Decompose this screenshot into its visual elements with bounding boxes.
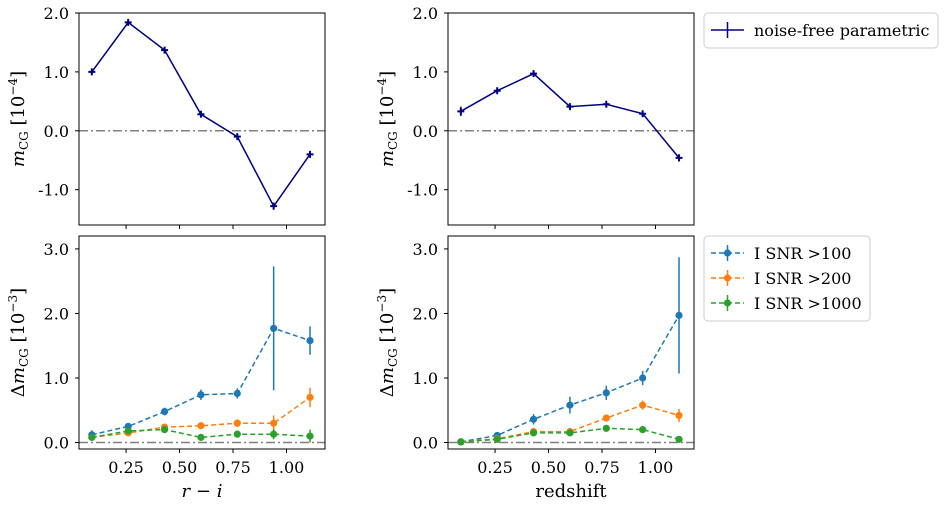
panel-bottom-left: 0.25 0.50 0.75 1.00 0.0 1.0 2.0 3.0 ΔmCG [10−3] r… xyxy=(6,235,326,502)
x-tick-label: 0.50 xyxy=(162,458,198,477)
axes-frame xyxy=(447,12,695,226)
data-point xyxy=(197,391,205,399)
legend-label: I SNR >100 xyxy=(754,244,851,263)
data-point xyxy=(270,419,278,427)
panel-top-left: -1.0 0.0 1.0 2.0 mCG [10−4] xyxy=(6,4,326,229)
x-tick-label: 0.75 xyxy=(215,458,251,477)
data-point xyxy=(160,407,169,416)
legend-bottom: I SNR >100 I SNR >200 I SNR >1000 xyxy=(703,235,871,322)
data-point xyxy=(602,389,610,397)
axes-frame xyxy=(447,235,695,450)
panel-top-right: -1.0 0.0 1.0 2.0 mCG [10−4] xyxy=(375,4,695,229)
y-tick-label: 1.0 xyxy=(413,369,438,388)
y-tick-label: 0.0 xyxy=(44,122,69,141)
data-point xyxy=(529,415,538,423)
data-point xyxy=(160,426,169,434)
y-tick-label: 0.0 xyxy=(413,434,438,453)
data-point xyxy=(124,18,132,26)
data-point xyxy=(566,429,574,437)
data-point xyxy=(197,433,205,441)
y-axis-label: mCG [10−4] xyxy=(6,71,31,167)
y-axis-label: ΔmCG [10−3] xyxy=(6,288,31,397)
legend-label: noise-free parametric xyxy=(754,21,930,40)
y-tick-label: 3.0 xyxy=(44,240,69,259)
legend-marker xyxy=(723,274,732,282)
data-point xyxy=(306,432,314,440)
data-point xyxy=(197,110,205,118)
y-tick-label: 2.0 xyxy=(413,4,438,23)
y-tick-label: 3.0 xyxy=(413,240,438,259)
data-point xyxy=(161,46,169,54)
y-axis-label: ΔmCG [10−3] xyxy=(375,288,400,397)
x-axis-label: redshift xyxy=(535,481,607,502)
y-tick-label: 1.0 xyxy=(44,369,69,388)
data-point xyxy=(639,374,647,382)
data-point xyxy=(566,401,574,409)
y-tick-label: 0.0 xyxy=(413,122,438,141)
legend-marker xyxy=(723,249,732,257)
data-point xyxy=(270,324,278,332)
legend-box xyxy=(703,235,871,322)
y-tick-label: 0.0 xyxy=(44,434,69,453)
data-point xyxy=(493,87,501,95)
x-tick-label: 0.50 xyxy=(531,458,567,477)
data-point xyxy=(233,419,241,427)
x-tick-label: 1.00 xyxy=(269,458,305,477)
x-tick-label: 0.25 xyxy=(108,458,144,477)
data-point xyxy=(270,430,278,438)
data-point xyxy=(675,154,683,162)
y-tick-label: 2.0 xyxy=(44,304,69,323)
y-tick-label: 2.0 xyxy=(413,304,438,323)
data-point xyxy=(639,426,647,434)
data-point xyxy=(233,389,241,398)
data-point xyxy=(530,70,538,78)
data-point xyxy=(639,401,647,409)
data-point xyxy=(306,336,314,345)
data-point xyxy=(233,133,241,141)
x-tick-label: 0.75 xyxy=(584,458,620,477)
y-tick-label: -1.0 xyxy=(407,181,438,200)
y-tick-label: 1.0 xyxy=(413,63,438,82)
data-point xyxy=(529,429,538,437)
y-axis-label: mCG [10−4] xyxy=(375,71,400,167)
series-line-1 xyxy=(91,327,311,436)
legend-label: I SNR >1000 xyxy=(754,294,862,313)
x-tick-label: 0.25 xyxy=(477,458,513,477)
data-point xyxy=(306,150,314,158)
data-point xyxy=(124,427,132,435)
data-point xyxy=(493,435,501,443)
legend-top: noise-free parametric xyxy=(703,12,939,49)
series-line-1 xyxy=(460,315,680,443)
legend-marker xyxy=(723,299,732,307)
data-point xyxy=(88,68,96,76)
axes-frame xyxy=(78,235,326,450)
data-point xyxy=(306,393,314,401)
data-point xyxy=(457,438,465,446)
data-point xyxy=(602,100,610,108)
data-point xyxy=(457,107,465,115)
legend-box xyxy=(703,12,939,49)
series-line-1 xyxy=(460,72,680,159)
data-point xyxy=(88,433,96,441)
data-point xyxy=(602,424,610,432)
data-point xyxy=(675,435,683,443)
data-point xyxy=(602,414,610,422)
x-tick-label: 1.00 xyxy=(638,458,674,477)
panel-bottom-right: 0.25 0.50 0.75 1.00 0.0 1.0 2.0 3.0 ΔmCG [10−3] r… xyxy=(375,235,695,502)
legend-label: I SNR >200 xyxy=(754,269,851,288)
data-point xyxy=(270,202,278,210)
y-tick-label: 2.0 xyxy=(44,4,69,23)
axes-frame xyxy=(78,12,326,226)
data-point xyxy=(566,103,574,111)
x-axis-label: r − i xyxy=(182,481,223,502)
data-point xyxy=(197,422,205,430)
data-point xyxy=(639,110,647,118)
data-point xyxy=(675,411,683,420)
data-point xyxy=(675,311,683,319)
data-point xyxy=(233,430,241,438)
y-tick-label: -1.0 xyxy=(38,181,69,200)
y-tick-label: 1.0 xyxy=(44,63,69,82)
